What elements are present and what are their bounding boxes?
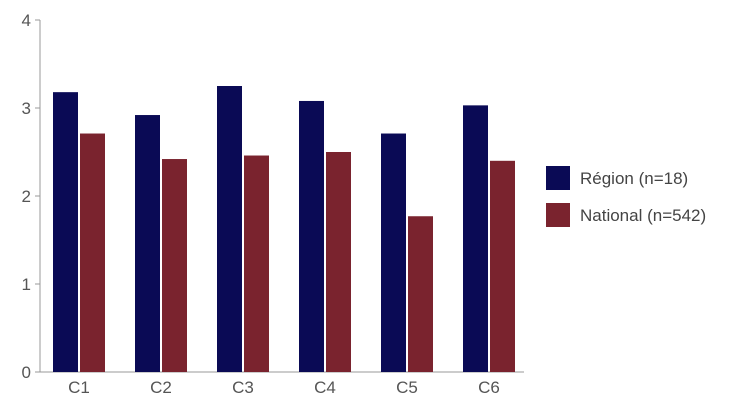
bar-region-c1 [53, 92, 78, 372]
bars [53, 86, 515, 373]
bar-national-c4 [326, 152, 351, 372]
bar-national-c6 [490, 160, 515, 372]
axes: 0 1 2 3 4 C1 C2 C3 C4 C5 C6 [22, 11, 524, 397]
legend: Région (n=18) National (n=542) [546, 166, 706, 227]
bar-region-c2 [135, 115, 160, 372]
legend-swatch-national [546, 203, 570, 227]
y-tick-label: 1 [22, 275, 31, 294]
legend-swatch-region [546, 166, 570, 190]
x-tick-label: C3 [232, 378, 254, 397]
bar-national-c2 [162, 159, 187, 372]
bar-region-c3 [217, 86, 242, 372]
y-tick-label: 2 [22, 187, 31, 206]
bar-national-c3 [244, 155, 269, 372]
x-tick-label: C1 [68, 378, 90, 397]
legend-label-national: National (n=542) [580, 206, 706, 225]
bar-national-c5 [408, 216, 433, 372]
bar-region-c5 [381, 133, 406, 372]
bar-national-c1 [80, 133, 105, 372]
y-tick-label: 3 [22, 99, 31, 118]
x-tick-label: C4 [314, 378, 336, 397]
y-tick-label: 0 [22, 363, 31, 382]
legend-label-region: Région (n=18) [580, 169, 688, 188]
x-tick-label: C5 [396, 378, 418, 397]
y-tick-label: 4 [22, 11, 31, 30]
x-tick-label: C2 [150, 378, 172, 397]
x-tick-label: C6 [478, 378, 500, 397]
bar-region-c4 [299, 100, 324, 373]
bar-region-c6 [463, 105, 488, 373]
